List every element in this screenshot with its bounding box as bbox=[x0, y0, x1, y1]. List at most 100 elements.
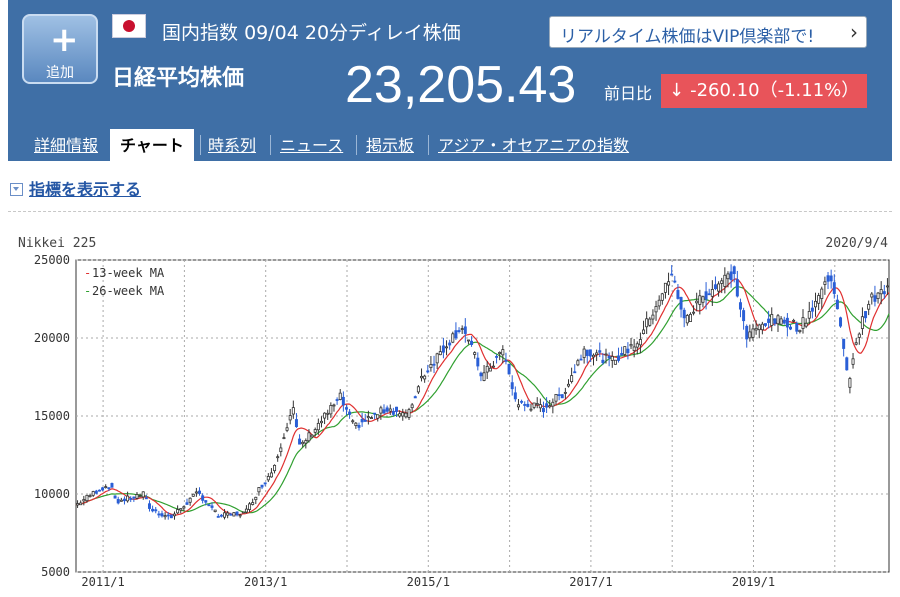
candle-body bbox=[498, 352, 502, 355]
y-tick-label: 25000 bbox=[34, 253, 70, 267]
candle-body bbox=[613, 359, 617, 365]
candle-body bbox=[507, 363, 511, 375]
candle-body bbox=[820, 288, 824, 299]
candle-body bbox=[179, 508, 183, 511]
candle-body bbox=[801, 317, 805, 329]
candle-body bbox=[416, 386, 420, 393]
candle-body bbox=[782, 319, 786, 324]
candle-body bbox=[776, 315, 780, 325]
candle-body bbox=[304, 440, 308, 444]
candle-body bbox=[588, 349, 592, 357]
candle-body bbox=[457, 330, 461, 333]
change-label: 前日比 bbox=[604, 84, 653, 103]
chevron-right-icon: › bbox=[850, 20, 858, 44]
candle-body bbox=[763, 323, 767, 326]
candle-body bbox=[238, 514, 242, 517]
candle-body bbox=[370, 417, 373, 419]
candle-body bbox=[701, 296, 705, 303]
candle-body bbox=[407, 409, 411, 418]
candle-body bbox=[119, 499, 123, 502]
candle-body bbox=[879, 289, 883, 295]
candle-body bbox=[116, 499, 120, 504]
candle-body bbox=[845, 357, 849, 371]
candle-body bbox=[570, 375, 574, 382]
candle-body bbox=[654, 306, 658, 313]
candle-body bbox=[129, 498, 133, 500]
tab-board[interactable]: 掲示板 bbox=[366, 136, 415, 155]
candle-body bbox=[635, 343, 639, 348]
candle-body bbox=[526, 403, 530, 407]
quote-date: 09/04 bbox=[244, 22, 299, 44]
candle-body bbox=[798, 329, 802, 333]
add-to-portfolio-button[interactable]: + 追加 bbox=[22, 14, 98, 84]
candle-body bbox=[491, 365, 495, 368]
candle-body bbox=[563, 391, 567, 394]
candle-body bbox=[135, 494, 139, 499]
tab-news[interactable]: ニュース bbox=[280, 136, 344, 155]
tab-asia-oceania[interactable]: アジア・オセアニアの指数 bbox=[438, 136, 630, 155]
candle-body bbox=[463, 326, 467, 334]
grid bbox=[76, 259, 889, 573]
candle-body bbox=[144, 497, 148, 500]
candle-body bbox=[323, 412, 327, 419]
x-tick-label: 2013/1 bbox=[244, 575, 287, 589]
tab-chart[interactable]: チャート bbox=[110, 129, 194, 161]
x-tick-label: 2015/1 bbox=[407, 575, 450, 589]
nikkei-chart: Nikkei 225 2020/9/4 25000 20000 15000 10000… bbox=[18, 236, 890, 589]
candle-body bbox=[194, 491, 198, 494]
candle-body bbox=[720, 280, 724, 284]
candle-body bbox=[191, 493, 195, 497]
candle-body bbox=[792, 319, 796, 322]
candle-body bbox=[516, 404, 520, 408]
candle-body bbox=[839, 317, 843, 327]
candle-body bbox=[269, 472, 273, 478]
candle-body bbox=[804, 322, 808, 327]
candle-body bbox=[79, 502, 83, 506]
candle-body bbox=[413, 396, 417, 399]
candle-body bbox=[595, 352, 599, 356]
candle-body bbox=[692, 311, 696, 314]
tab-divider bbox=[356, 135, 357, 155]
candle-body bbox=[97, 489, 101, 492]
candle-body bbox=[185, 502, 189, 505]
candle-body bbox=[623, 346, 627, 355]
candle-body bbox=[867, 303, 871, 310]
candle-body bbox=[754, 327, 758, 331]
candle-body bbox=[573, 371, 577, 374]
candle-body bbox=[254, 496, 258, 501]
vip-realtime-link[interactable]: リアルタイム株価はVIP倶楽部で! › bbox=[549, 16, 867, 48]
candle-body bbox=[126, 495, 130, 502]
change-value: -260.10（-1.11%） bbox=[690, 80, 860, 101]
ma26-line bbox=[75, 286, 890, 514]
candle-body bbox=[404, 412, 408, 418]
candle-body bbox=[76, 503, 80, 506]
vip-link-text: リアルタイム株価はVIP倶楽部で! bbox=[560, 27, 815, 47]
candle-body bbox=[785, 317, 789, 328]
candle-body bbox=[426, 370, 430, 373]
candle-body bbox=[466, 339, 470, 342]
tab-timeseries[interactable]: 時系列 bbox=[208, 136, 257, 155]
candle-body bbox=[885, 285, 889, 288]
candle-body bbox=[667, 281, 671, 286]
candle-body bbox=[147, 503, 151, 509]
candle-body bbox=[448, 342, 452, 346]
candle-body bbox=[319, 420, 323, 424]
candle-body bbox=[520, 400, 524, 403]
candle-body bbox=[138, 495, 142, 498]
candle-body bbox=[204, 500, 208, 503]
show-indicators-link[interactable]: 指標を表示する bbox=[10, 176, 141, 200]
candle-body bbox=[432, 363, 436, 366]
candle-body bbox=[592, 354, 595, 358]
candle-body bbox=[182, 506, 186, 509]
candle-body bbox=[291, 407, 295, 415]
candle-body bbox=[557, 394, 561, 397]
candle-body bbox=[388, 408, 392, 412]
candle-body bbox=[288, 415, 292, 421]
candle-body bbox=[807, 311, 811, 319]
candle-body bbox=[576, 360, 580, 366]
tab-details[interactable]: 詳細情報 bbox=[34, 136, 99, 155]
candle-body bbox=[554, 393, 558, 402]
candle-body bbox=[560, 394, 564, 399]
candle-body bbox=[826, 275, 830, 282]
candle-body bbox=[441, 345, 445, 353]
